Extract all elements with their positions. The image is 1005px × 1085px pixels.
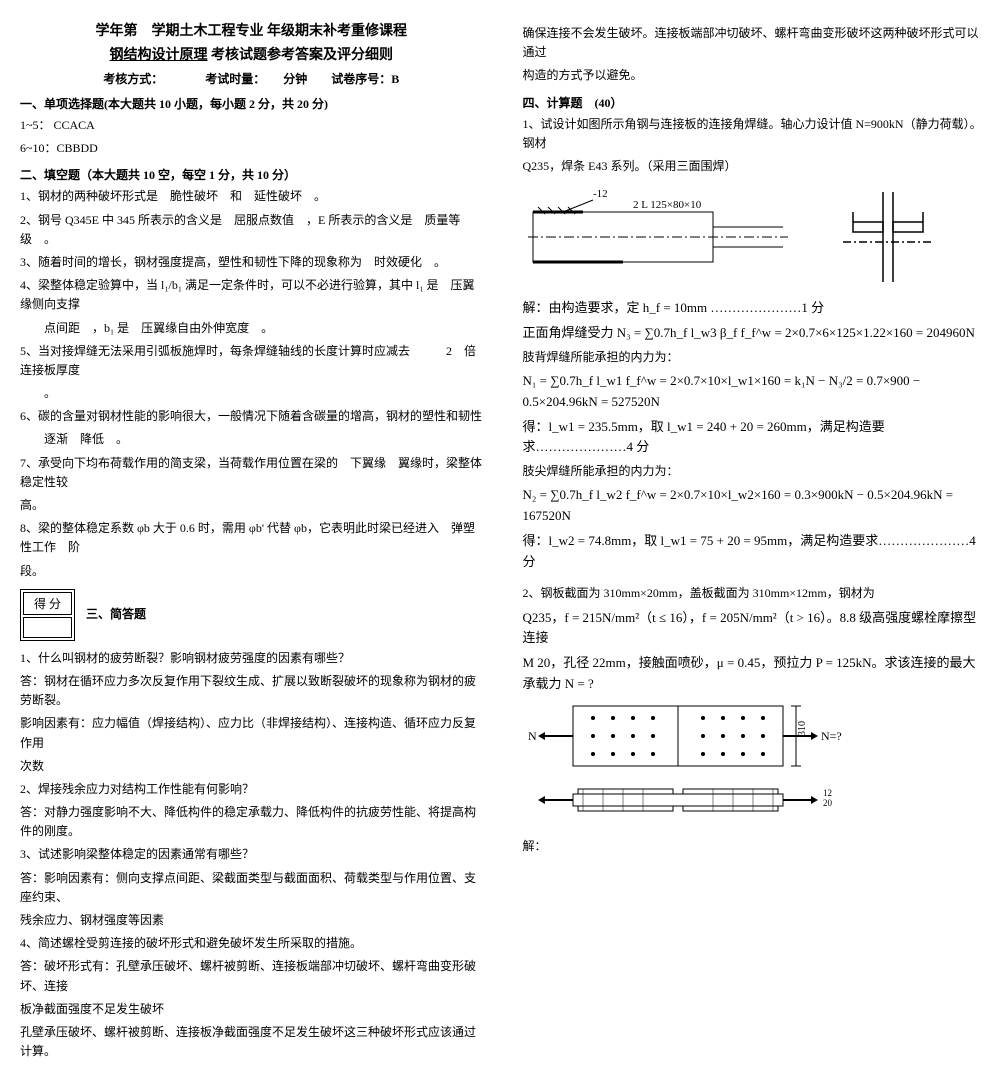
score-box-table: 得 分 <box>20 589 75 641</box>
section4-title: 四、计算题 (40） <box>523 94 986 111</box>
right-column: 确保连接不会发生破坏。连接板端部冲切破坏、螺杆弯曲变形破坏这两种破坏形式可以通过… <box>523 20 986 1065</box>
sec2-q4b: 点间距 ，b₁ 是 压翼缘自由外伸宽度 。 <box>20 319 483 338</box>
col2-top-1: 确保连接不会发生破坏。连接板端部冲切破坏、螺杆弯曲变形破坏这两种破坏形式可以通过 <box>523 24 986 62</box>
sec2-q8a: 8、梁的整体稳定系数 φb 大于 0.6 时，需用 φb' 代替 φb，它表明此… <box>20 519 483 557</box>
sec4-q2b: Q235，f = 215N/mm²（t ≤ 16），f = 205N/mm²（t… <box>523 608 986 650</box>
sec3-q2: 2、焊接残余应力对结构工作性能有何影响？ <box>20 780 483 799</box>
sec4-q1a: 1、试设计如图所示角钢与连接板的连接角焊缝。轴心力设计值 N=900kN（静力荷… <box>523 115 986 153</box>
sec4-sol-6: 肢尖焊缝所能承担的内力为： <box>523 462 986 481</box>
figure-weld-diagram: -12 2 L 125×80×10 <box>523 182 943 292</box>
sec4-sol-4: N₁ = ∑0.7h_f l_w1 f_f^w = 2×0.7×10×l_w1×… <box>523 371 986 413</box>
sec4-sol-8: 得：l_w2 = 74.8mm，取 l_w1 = 75 + 20 = 95mm，… <box>523 531 986 573</box>
sec3-q4: 4、简述螺栓受剪连接的破坏形式和避免破坏发生所采取的措施。 <box>20 934 483 953</box>
sec4-sol-3: 肢背焊缝所能承担的内力为： <box>523 348 986 367</box>
sec3-a1b: 影响因素有：应力幅值（焊接结构）、应力比（非焊接结构）、连接构造、循环应力反复作… <box>20 714 483 752</box>
sec4-sol-7: N₂ = ∑0.7h_f l_w2 f_f^w = 2×0.7×10×l_w2×… <box>523 485 986 527</box>
exam-meta-row: 考核方式： 考试时量： 分钟 试卷序号：B <box>20 70 483 87</box>
section2-title: 二、填空题（本大题共 10 空，每空 1 分，共 10 分） <box>20 166 483 183</box>
sec2-q6a: 6、碳的含量对钢材性能的影响很大，一般情况下随着含碳量的增高，钢材的塑性和韧性 <box>20 407 483 426</box>
sec4-q2a: 2、钢板截面为 310mm×20mm，盖板截面为 310mm×12mm，钢材为 <box>523 584 986 603</box>
score-box-label: 得 分 <box>23 592 72 615</box>
sec4-q1b: Q235，焊条 E43 系列。（采用三面围焊） <box>523 157 986 176</box>
fig-thickness-label: -12 <box>593 188 608 200</box>
sec4-sol2: 解： <box>523 837 986 856</box>
fig-angle-label: 2 L 125×80×10 <box>633 199 702 211</box>
sec4-sol-2: 正面角焊缝受力 N₃ = ∑0.7h_f l_w3 β_f f_f^w = 2×… <box>523 323 986 344</box>
fig2-dim-310: 310 <box>797 721 808 736</box>
col2-top-2: 构造的方式予以避免。 <box>523 66 986 85</box>
title-rest: 考核试题参考答案及评分细则 <box>208 48 394 63</box>
sec2-q1: 1、钢材的两种破坏形式是 脆性破坏 和 延性破坏 。 <box>20 187 483 206</box>
sec3-a4c: 孔壁承压破坏、螺杆被剪断、连接板净截面强度不足发生破坏这三种破坏形式应该通过计算… <box>20 1023 483 1061</box>
svg-text:12: 12 <box>823 788 832 798</box>
sec2-q5b: 。 <box>20 384 483 403</box>
sec2-q7a: 7、承受向下均布荷载作用的简支梁，当荷载作用位置在梁的 下翼缘 翼缘时，梁整体稳… <box>20 454 483 492</box>
sec2-q4a: 4、梁整体稳定验算中，当 l₁/b₁ 满足一定条件时，可以不必进行验算，其中 l… <box>20 276 483 314</box>
header-line1: 学年第 学期土木工程专业 年级期末补考重修课程 <box>20 20 483 40</box>
section1-ans1: 1~5： CCACA <box>20 116 483 135</box>
sec2-q7b: 高。 <box>20 496 483 515</box>
sec2-q3: 3、随着时间的增长，钢材强度提高，塑性和韧性下降的现象称为 时效硬化 。 <box>20 253 483 272</box>
fig2-right-N: N=? <box>821 729 842 743</box>
section3-title: 三、简答题 <box>86 607 146 621</box>
sec3-a1c: 次数 <box>20 757 483 776</box>
sec3-q1: 1、什么叫钢材的疲劳断裂？影响钢材疲劳强度的因素有哪些？ <box>20 649 483 668</box>
sec3-a2a: 答：对静力强度影响不大、降低构件的稳定承载力、降低构件的抗疲劳性能、将提高构件的… <box>20 803 483 841</box>
sec2-q8b: 段。 <box>20 562 483 581</box>
sec3-a3a: 答：影响因素有：侧向支撑点间距、梁截面类型与截面面积、荷载类型与作用位置、支座约… <box>20 869 483 907</box>
sec2-q2: 2、钢号 Q345E 中 345 所表示的含义是 屈服点数值 ，E 所表示的含义… <box>20 211 483 249</box>
sec3-a1a: 答：钢材在循环应力多次反复作用下裂纹生成、扩展以致断裂破坏的现象称为钢材的疲劳断… <box>20 672 483 710</box>
sec3-a4b: 板净截面强度不足发生破坏 <box>20 1000 483 1019</box>
title-underlined: 钢结构设计原理 <box>110 48 208 63</box>
sec3-q3: 3、试述影响梁整体稳定的因素通常有哪些？ <box>20 845 483 864</box>
sec4-sol-1: 解：由构造要求，定 h_f = 10mm …………………1 分 <box>523 298 986 319</box>
section1-title: 一、单项选择题(本大题共 10 小题，每小题 2 分，共 20 分) <box>20 95 483 112</box>
main-title: 钢结构设计原理 考核试题参考答案及评分细则 <box>20 44 483 64</box>
sec2-q5a: 5、当对接焊缝无法采用引弧板施焊时，每条焊缝轴线的长度计算时应减去 2 倍连接板… <box>20 342 483 380</box>
sec4-q2c: M 20，孔径 22mm，接触面喷砂，μ = 0.45，预拉力 P = 125k… <box>523 653 986 695</box>
fig2-left-N: N <box>528 729 537 743</box>
left-column: 学年第 学期土木工程专业 年级期末补考重修课程 钢结构设计原理 考核试题参考答案… <box>20 20 483 1065</box>
svg-text:20: 20 <box>823 798 833 808</box>
sec4-sol-5: 得：l_w1 = 235.5mm，取 l_w1 = 240 + 20 = 260… <box>523 417 986 459</box>
sec3-a4a: 答：破坏形式有：孔壁承压破坏、螺杆被剪断、连接板端部冲切破坏、螺杆弯曲变形破坏、… <box>20 957 483 995</box>
figure-bolt-connection: N N=? 310 <box>523 701 943 831</box>
sec2-q6b: 逐渐 降低 。 <box>20 430 483 449</box>
sec3-a3b: 残余应力、钢材强度等因素 <box>20 911 483 930</box>
section1-ans2: 6~10：CBBDD <box>20 139 483 158</box>
